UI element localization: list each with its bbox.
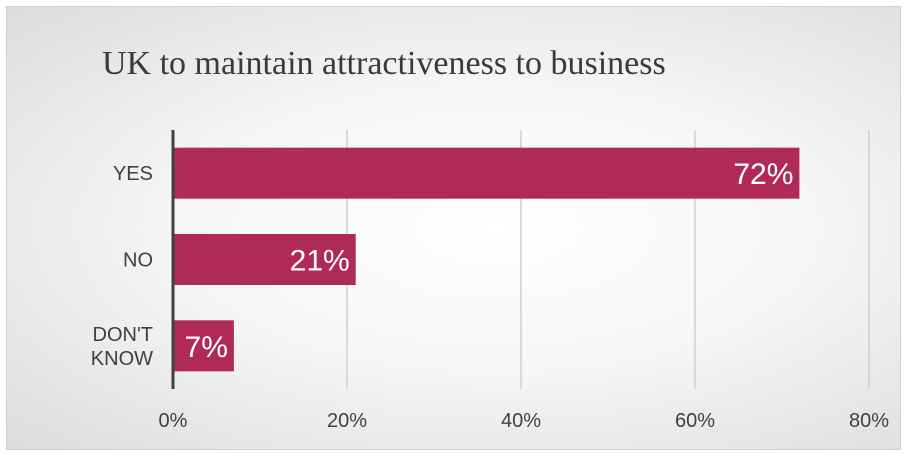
x-tick-label: 60% (675, 410, 715, 432)
category-label: DON'T (93, 324, 153, 346)
x-tick-label: 20% (327, 410, 367, 432)
bar (173, 147, 800, 199)
x-tick-label: 40% (501, 410, 541, 432)
chart-frame: UK to maintain attractiveness to busines… (6, 6, 901, 450)
bar (173, 320, 234, 372)
x-tick-label: 0% (159, 410, 188, 432)
data-label: 21% (290, 245, 350, 278)
bar (173, 234, 356, 285)
category-label: KNOW (91, 348, 153, 370)
category-label: NO (123, 250, 153, 272)
category-label: YES (113, 163, 153, 185)
data-label: 7% (185, 331, 228, 364)
chart-title: UK to maintain attractiveness to busines… (102, 45, 666, 82)
data-label: 72% (733, 158, 793, 191)
x-tick-label: 80% (849, 410, 889, 432)
